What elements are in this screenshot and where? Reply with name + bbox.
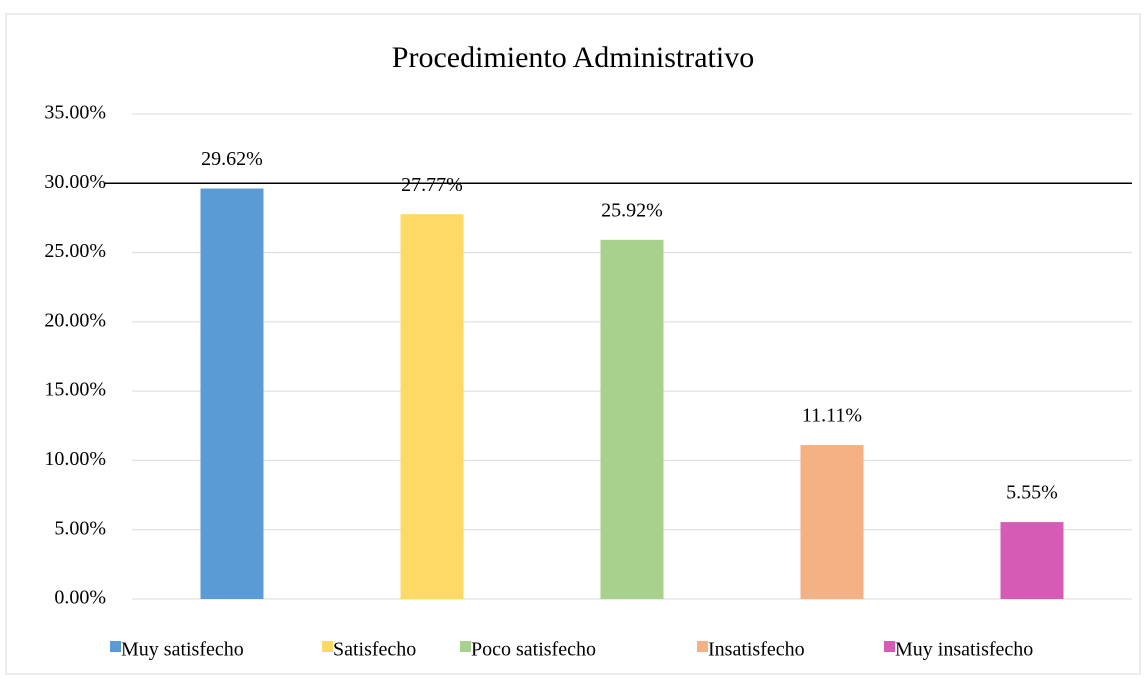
legend-swatch — [697, 641, 708, 652]
legend-swatch — [110, 641, 121, 652]
y-tick-label: 15.00% — [44, 379, 106, 401]
value-label: 27.77% — [401, 174, 463, 196]
value-label: 5.55% — [1006, 482, 1058, 504]
y-tick-label: 5.00% — [54, 517, 106, 539]
bar — [200, 188, 264, 599]
y-tick-label: 35.00% — [44, 102, 106, 124]
legend-label: Muy insatisfecho — [895, 639, 1033, 661]
value-label: 25.92% — [601, 199, 663, 221]
y-tick-label: 25.00% — [44, 240, 106, 262]
legend-label: Insatisfecho — [708, 639, 805, 661]
legend-label: Satisfecho — [333, 639, 416, 661]
legend-swatch — [884, 641, 895, 652]
y-tick-label: 30.00% — [44, 171, 106, 193]
bar — [1000, 522, 1064, 599]
bar — [800, 445, 864, 599]
legend-swatch — [460, 641, 471, 652]
bar — [600, 239, 664, 599]
y-tick-label: 20.00% — [44, 309, 106, 331]
legend-label: Poco satisfecho — [471, 639, 596, 661]
value-label: 29.62% — [201, 148, 263, 170]
legend-swatch — [322, 641, 333, 652]
bar — [400, 214, 464, 600]
value-label: 11.11% — [802, 405, 862, 427]
legend-label: Muy satisfecho — [121, 639, 244, 661]
chart-title: Procedimiento Administrativo — [392, 41, 754, 74]
y-tick-label: 10.00% — [44, 448, 106, 470]
chart-border — [5, 13, 1141, 675]
y-tick-label: 0.00% — [54, 587, 106, 609]
